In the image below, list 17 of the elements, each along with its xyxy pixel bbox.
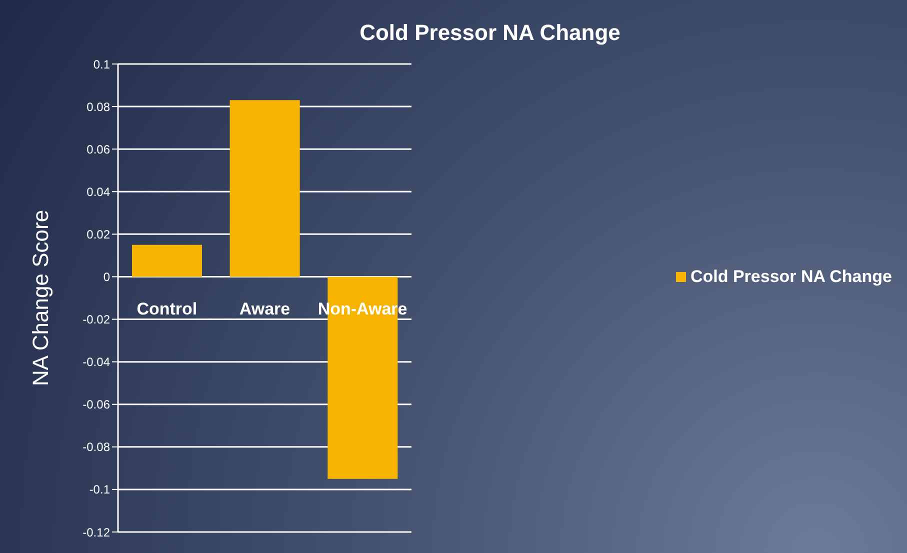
y-tick-label: 0	[103, 270, 110, 284]
y-axis-title: NA Change Score	[28, 210, 53, 386]
y-tick-label: -0.12	[82, 525, 110, 540]
y-tick-label: -0.1	[89, 482, 110, 497]
y-tick-label: 0.06	[86, 142, 110, 156]
y-tick-label: -0.06	[82, 398, 110, 412]
y-tick-label: -0.04	[82, 355, 110, 370]
y-tick-label: 0.04	[86, 184, 110, 199]
legend-label: Cold Pressor NA Change	[690, 266, 892, 286]
y-tick-label: 0.08	[86, 100, 110, 114]
text: Cold Pressor NA Change	[358, 20, 622, 46]
x-tick-label: Aware	[239, 300, 290, 319]
y-tick-label: -0.02	[82, 312, 110, 327]
x-tick-label: Control	[136, 300, 198, 319]
y-tick-label: -0.08	[82, 440, 110, 454]
y-tick-label: 0.1	[93, 57, 110, 72]
y-tick-label: 0.02	[86, 227, 110, 242]
